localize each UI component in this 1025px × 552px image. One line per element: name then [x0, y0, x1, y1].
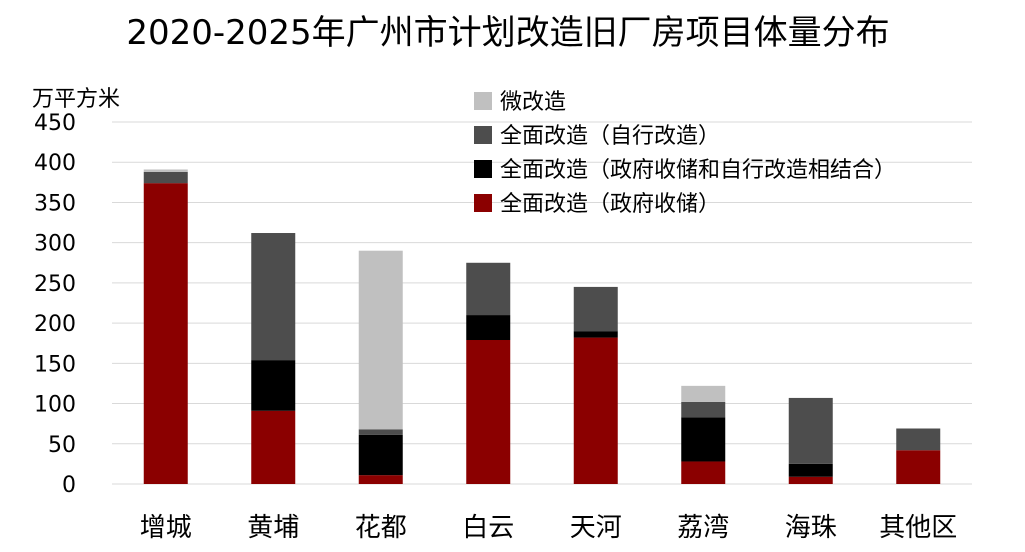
- y-tick-label: 200: [34, 312, 76, 337]
- bar-segment: [681, 401, 726, 418]
- bar-segment: [788, 463, 833, 477]
- bar-segment: [358, 434, 403, 476]
- bar-segment: [358, 475, 403, 484]
- x-category-label: 增城: [140, 513, 192, 543]
- legend-label: 全面改造（政府收储和自行改造相结合）: [500, 158, 896, 183]
- y-tick-label: 50: [48, 433, 76, 458]
- x-category-label: 荔湾: [677, 513, 729, 543]
- bar-segment: [573, 337, 618, 484]
- bar-segment: [681, 385, 726, 402]
- bar-segment: [788, 397, 833, 464]
- x-category-label: 黄埔: [247, 513, 299, 543]
- x-category-label: 其他区: [879, 513, 957, 543]
- legend-label: 微改造: [500, 90, 566, 115]
- y-tick-label: 150: [34, 352, 76, 377]
- x-axis-categories: 增城 黄埔 花都 白云 天河 荔湾 海珠 其他区: [140, 513, 958, 543]
- legend-swatch: [474, 126, 492, 144]
- x-category-label: 花都: [355, 513, 407, 543]
- bar-segment: [896, 428, 941, 451]
- legend-swatch: [474, 92, 492, 110]
- y-tick-label: 0: [62, 473, 76, 498]
- bar-segment: [573, 286, 618, 332]
- legend-swatch: [474, 160, 492, 178]
- y-axis-unit-label: 万平方米: [32, 87, 120, 112]
- bar-segment: [143, 169, 188, 172]
- bar-segment: [251, 410, 296, 484]
- bar-segment: [681, 417, 726, 462]
- bar-segment: [466, 315, 511, 341]
- y-tick-label: 400: [34, 151, 76, 176]
- y-tick-label: 350: [34, 191, 76, 216]
- legend-label: 全面改造（政府收储）: [500, 192, 720, 217]
- bars: [143, 169, 941, 485]
- bar-segment: [358, 250, 403, 430]
- bar-segment: [466, 262, 511, 316]
- bar-segment: [251, 360, 296, 411]
- x-category-label: 天河: [570, 513, 622, 543]
- chart-title: 2020-2025年广州市计划改造旧厂房项目体量分布: [126, 13, 889, 53]
- y-tick-label: 450: [34, 111, 76, 136]
- bar-segment: [896, 450, 941, 484]
- legend-label: 全面改造（自行改造）: [500, 124, 720, 149]
- bar-segment: [466, 340, 511, 484]
- y-tick-label: 250: [34, 272, 76, 297]
- bar-segment: [788, 476, 833, 484]
- bar-segment: [143, 171, 188, 184]
- legend-swatch: [474, 194, 492, 212]
- bar-segment: [251, 233, 296, 361]
- bar-segment: [143, 183, 188, 485]
- x-category-label: 海珠: [785, 513, 837, 543]
- y-tick-label: 100: [34, 393, 76, 418]
- bar-segment: [358, 429, 403, 435]
- x-category-label: 白云: [462, 513, 514, 543]
- y-axis-ticks: 0 50 100 150 200 250 300 350 400 450: [34, 111, 76, 498]
- bar-segment: [681, 461, 726, 484]
- y-tick-label: 300: [34, 232, 76, 257]
- bar-segment: [573, 331, 618, 338]
